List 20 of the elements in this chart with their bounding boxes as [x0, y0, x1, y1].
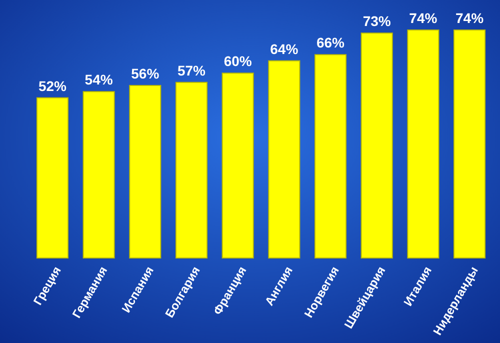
bar	[314, 54, 347, 258]
bar	[36, 97, 68, 258]
data-label: 66%	[316, 34, 346, 51]
bar	[407, 30, 440, 258]
bar	[175, 82, 208, 258]
data-label: 54%	[84, 72, 114, 88]
bar	[360, 32, 393, 258]
data-label: 73%	[362, 13, 392, 30]
data-label: 74%	[409, 10, 438, 26]
data-label: 57%	[177, 62, 206, 78]
bar	[129, 84, 162, 258]
bar	[222, 72, 254, 258]
data-label: 52%	[38, 78, 68, 94]
bar	[82, 91, 115, 258]
data-label: 74%	[456, 10, 484, 26]
data-label: 60%	[224, 53, 252, 70]
data-label: 56%	[131, 65, 160, 82]
bar	[454, 30, 486, 258]
data-label: 64%	[270, 40, 299, 57]
bar	[268, 60, 300, 258]
